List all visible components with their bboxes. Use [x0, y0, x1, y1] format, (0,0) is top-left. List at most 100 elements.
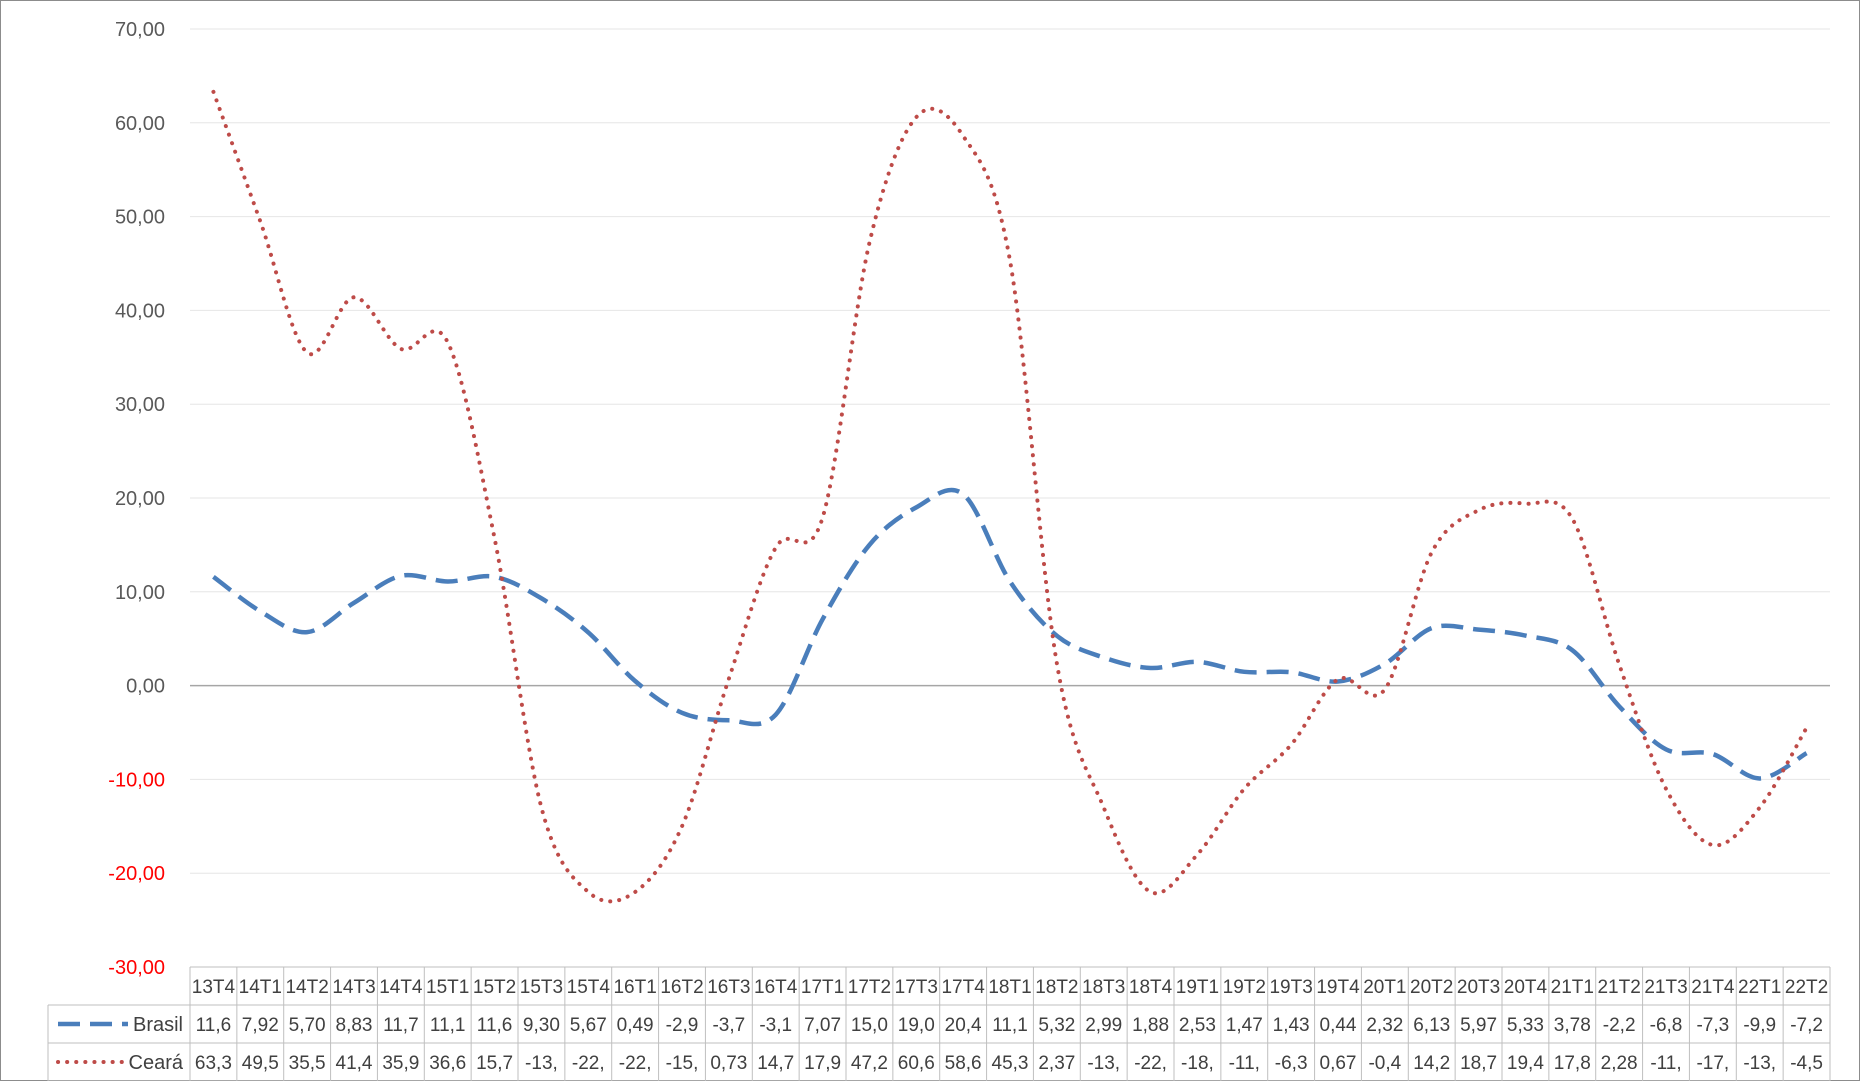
- data-label: -22,: [619, 1053, 652, 1074]
- data-label: 15,7: [476, 1053, 513, 1074]
- data-label: 3,78: [1554, 1015, 1591, 1036]
- legend-label: Ceará: [129, 1052, 184, 1074]
- x-tick-label: 15T4: [567, 977, 611, 998]
- data-label: 1,43: [1273, 1015, 1310, 1036]
- data-label: 14,2: [1413, 1053, 1450, 1074]
- data-label: 17,9: [804, 1053, 841, 1074]
- data-label: -11,: [1229, 1053, 1260, 1074]
- data-label: 36,6: [429, 1053, 466, 1074]
- series-lines: [211, 89, 1809, 904]
- x-tick-label: 19T4: [1316, 977, 1360, 998]
- x-tick-label: 14T2: [285, 977, 328, 998]
- data-label: 0,67: [1320, 1053, 1357, 1074]
- data-label: 8,83: [336, 1015, 373, 1036]
- data-label: 5,67: [570, 1015, 607, 1036]
- data-label: 15,0: [851, 1015, 888, 1036]
- data-label: 11,6: [196, 1015, 232, 1036]
- data-label: -9,9: [1743, 1015, 1776, 1036]
- x-tick-label: 17T1: [801, 977, 844, 998]
- data-label: 11,7: [383, 1015, 419, 1036]
- data-label: -2,9: [666, 1015, 699, 1036]
- data-label: -3,7: [712, 1015, 745, 1036]
- data-label: -15,: [666, 1053, 699, 1074]
- data-label: 19,4: [1507, 1053, 1544, 1074]
- data-label: -3,1: [759, 1015, 792, 1036]
- x-tick-label: 18T1: [988, 977, 1031, 998]
- data-label: 7,07: [804, 1015, 841, 1036]
- x-tick-label: 21T4: [1691, 977, 1735, 998]
- data-label: 5,97: [1460, 1015, 1497, 1036]
- y-tick-label: 40,00: [115, 300, 165, 322]
- data-label: -4,5: [1790, 1053, 1823, 1074]
- data-label: 14,7: [757, 1053, 794, 1074]
- data-label: 49,5: [242, 1053, 279, 1074]
- x-tick-label: 14T1: [239, 977, 282, 998]
- y-tick-label: -30,00: [108, 957, 165, 979]
- y-tick-label: 60,00: [115, 113, 165, 135]
- data-label: -22,: [572, 1053, 605, 1074]
- data-label: 35,9: [382, 1053, 419, 1074]
- data-label: -22,: [1134, 1053, 1167, 1074]
- y-axis: 70,00 60,00 50,00 40,00 30,00 20,00 10,00 0,00 -…: [108, 19, 165, 979]
- data-label: 5,33: [1507, 1015, 1544, 1036]
- x-tick-label: 15T2: [473, 977, 516, 998]
- data-label: 11,1: [992, 1015, 1028, 1036]
- x-tick-label: 21T1: [1551, 977, 1594, 998]
- x-tick-label: 16T3: [707, 977, 750, 998]
- data-label: 5,32: [1038, 1015, 1075, 1036]
- x-tick-label: 22T1: [1738, 977, 1781, 998]
- data-label: -7,2: [1790, 1015, 1823, 1036]
- data-label: -6,8: [1650, 1015, 1683, 1036]
- y-tick-label: 50,00: [115, 207, 165, 229]
- data-label: -7,3: [1696, 1015, 1729, 1036]
- data-label: 0,44: [1320, 1015, 1357, 1036]
- data-label: 9,30: [523, 1015, 560, 1036]
- x-tick-label: 19T3: [1269, 977, 1312, 998]
- y-tick-label: 70,00: [115, 19, 165, 41]
- series-line-cear: [211, 89, 1809, 904]
- y-tick-label: 20,00: [115, 488, 165, 510]
- x-tick-label: 20T3: [1457, 977, 1500, 998]
- x-tick-label: 18T2: [1035, 977, 1078, 998]
- y-tick-label: -10,00: [108, 769, 165, 791]
- data-label: -11,: [1650, 1053, 1681, 1074]
- x-tick-label: 21T2: [1597, 977, 1640, 998]
- x-tick-label: 18T3: [1082, 977, 1125, 998]
- y-tick-label: 30,00: [115, 394, 165, 416]
- x-tick-label: 17T2: [848, 977, 891, 998]
- gridlines: [190, 28, 1830, 874]
- series-line-brasil: [212, 487, 1808, 781]
- y-tick-label: -20,00: [108, 863, 165, 885]
- data-label: 0,73: [710, 1053, 747, 1074]
- data-label: 2,37: [1038, 1053, 1075, 1074]
- data-label: -13,: [1087, 1053, 1120, 1074]
- x-tick-label: 14T3: [332, 977, 375, 998]
- data-label: 1,88: [1132, 1015, 1169, 1036]
- x-tick-label: 15T3: [520, 977, 563, 998]
- data-label: 11,1: [430, 1015, 466, 1036]
- data-label: 20,4: [945, 1015, 982, 1036]
- data-table: 13T4 14T1 14T2 14T3 14T4 15T1 15T2 15T3 15T4 16T1…: [47, 966, 1831, 1081]
- x-tick-label: 17T3: [895, 977, 938, 998]
- data-label: 2,32: [1366, 1015, 1403, 1036]
- data-label: 0,49: [617, 1015, 654, 1036]
- data-label: -13,: [525, 1053, 558, 1074]
- x-tick-label: 17T4: [941, 977, 985, 998]
- x-tick-label: 16T1: [613, 977, 656, 998]
- data-label: -13,: [1743, 1053, 1776, 1074]
- x-tick-label: 19T2: [1223, 977, 1266, 998]
- data-label: 2,53: [1179, 1015, 1216, 1036]
- data-label: -2,2: [1603, 1015, 1636, 1036]
- x-tick-label: 22T2: [1785, 977, 1828, 998]
- data-label: 17,8: [1554, 1053, 1591, 1074]
- x-tick-label: 19T1: [1176, 977, 1219, 998]
- x-tick-label: 13T4: [192, 977, 236, 998]
- data-label: 35,5: [289, 1053, 326, 1074]
- data-label: 7,92: [242, 1015, 279, 1036]
- data-label: 11,6: [477, 1015, 513, 1036]
- data-label: -6,3: [1275, 1053, 1308, 1074]
- x-tick-label: 16T2: [660, 977, 703, 998]
- data-label: 47,2: [851, 1053, 888, 1074]
- x-tick-label: 18T4: [1129, 977, 1173, 998]
